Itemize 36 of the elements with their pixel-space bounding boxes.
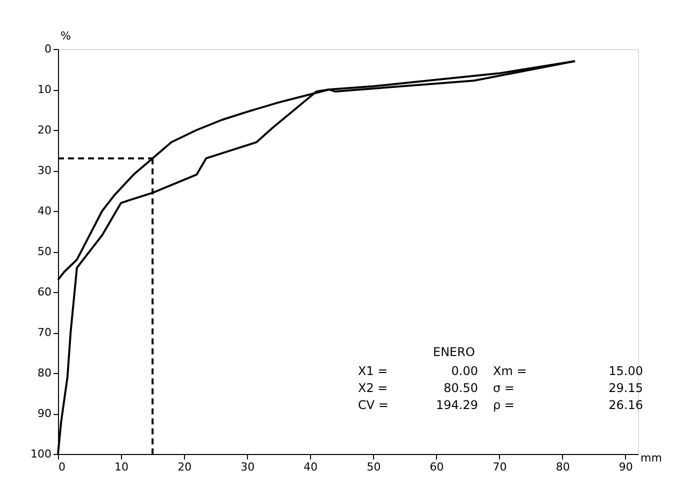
annotation: CV = <box>358 398 388 412</box>
annotation: Xm = <box>493 364 527 378</box>
y-tick-label: 80 <box>38 366 52 380</box>
y-tick-label: 60 <box>38 286 52 298</box>
x-tick-label: 60 <box>430 460 444 474</box>
y-tick-label: 30 <box>38 164 52 177</box>
annotation: X1 = <box>358 364 388 378</box>
annotation: 26.16 <box>608 398 643 412</box>
x-tick-label: 50 <box>366 460 381 474</box>
y-tick-label: 70 <box>38 326 52 339</box>
y-tick-label: 20 <box>38 124 52 136</box>
annotation: ENERO <box>433 345 475 359</box>
annotation: 0.00 <box>451 364 478 378</box>
x-tick-label: 30 <box>240 460 255 474</box>
x-tick-label: 10 <box>114 460 129 474</box>
x-tick-label: 20 <box>178 460 192 474</box>
annotation: ρ = <box>493 398 514 412</box>
annotation: σ = <box>493 381 514 395</box>
annotation: 194.29 <box>436 398 478 412</box>
annotation: X2 = <box>358 381 388 395</box>
x-axis-title: mm <box>640 452 662 464</box>
x-tick-label: 70 <box>492 460 507 474</box>
x-tick-label: 40 <box>304 460 318 474</box>
x-tick-label: 90 <box>618 460 633 474</box>
y-tick-label: 90 <box>38 407 52 420</box>
x-tick-label: 0 <box>58 460 66 474</box>
y-tick-label: 50 <box>38 245 52 258</box>
y-tick-label: 0 <box>44 42 52 56</box>
annotation: 15.00 <box>608 364 643 378</box>
y-tick-label: 40 <box>38 204 52 218</box>
x-tick-label: 80 <box>556 460 570 474</box>
annotation: 80.50 <box>444 381 478 395</box>
y-axis-title: % <box>60 30 71 42</box>
y-tick-label: 100 <box>30 448 52 460</box>
annotation: 29.15 <box>608 381 643 395</box>
y-tick-label: 10 <box>38 83 52 96</box>
